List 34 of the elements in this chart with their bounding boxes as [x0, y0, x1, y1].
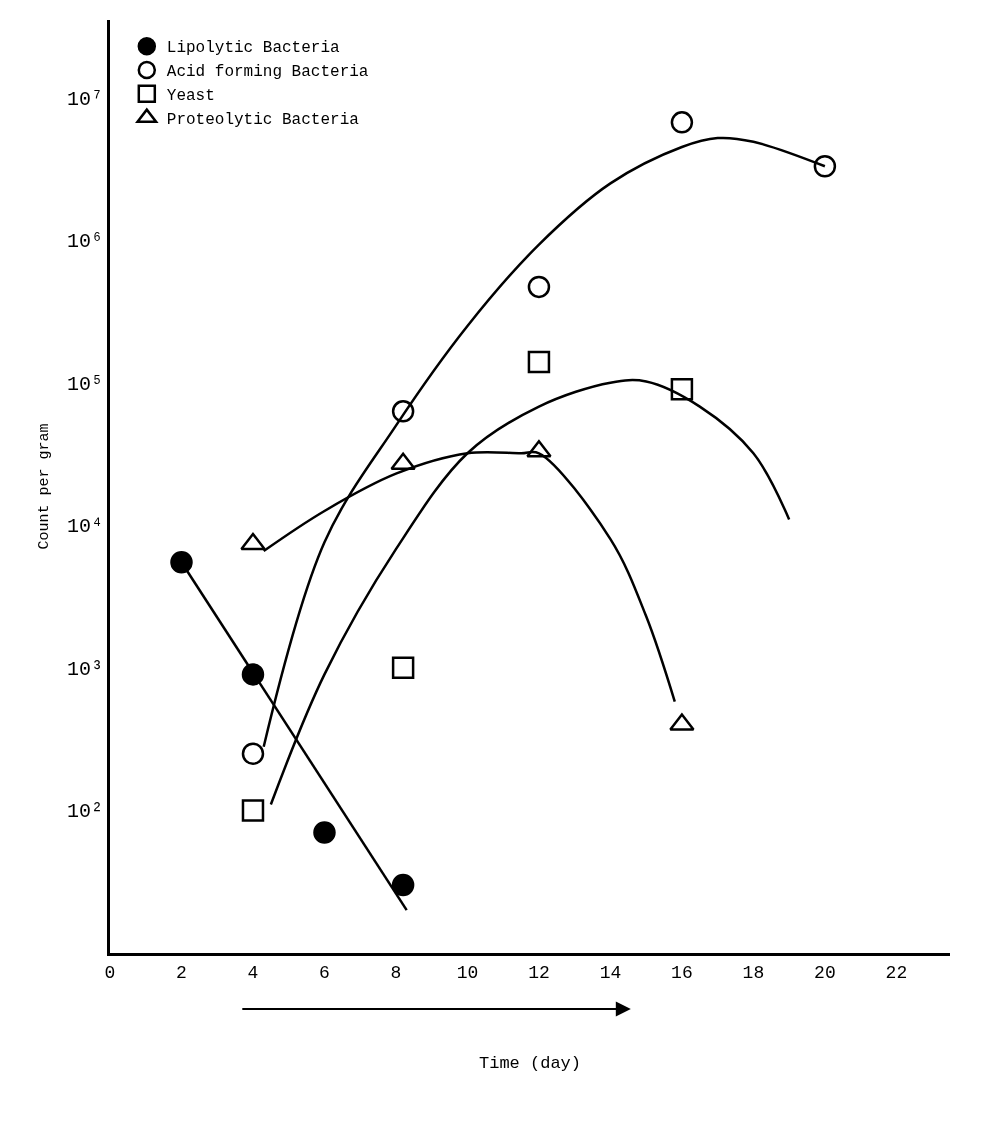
x-tick-label: 0: [104, 962, 116, 983]
point: [391, 656, 415, 680]
point: [241, 742, 265, 765]
legend-label: Proteolytic Bacteria: [166, 110, 360, 129]
x-tick-label: 6: [319, 962, 330, 983]
point: [391, 873, 415, 897]
y-tick-label: 10²: [66, 800, 103, 824]
x-tick-label: 14: [599, 962, 622, 983]
point: [527, 350, 551, 374]
y-tick-label: 10³: [66, 657, 103, 681]
point: [670, 111, 694, 134]
x-tick-label: 12: [528, 962, 550, 983]
point: [813, 154, 837, 178]
legend-label: Acid forming Bacteria: [166, 63, 369, 82]
y-tick-label: 10⁷: [66, 87, 103, 111]
x-axis-title: Time (day): [478, 1054, 582, 1073]
x-tick-label: 2: [176, 962, 187, 983]
x-tick-label: 10: [456, 962, 479, 983]
x-tick-label: 20: [814, 962, 836, 983]
x-tick-label: 22: [885, 962, 908, 983]
y-axis-title: Count per gram: [36, 423, 54, 550]
legend-label: Lipolytic Bacteria: [166, 39, 341, 58]
x-tick-label: 16: [671, 962, 693, 983]
y-tick-label: 10⁶: [66, 230, 103, 254]
x-tick-label: 4: [247, 962, 259, 983]
point: [170, 551, 193, 574]
point: [313, 821, 336, 844]
point: [241, 799, 265, 822]
y-tick-label: 10⁴: [66, 515, 103, 539]
legend-label: Yeast: [166, 87, 215, 106]
x-tick-label: 18: [742, 962, 765, 983]
x-tick-label: 8: [390, 962, 402, 983]
y-tick-label: 10⁵: [66, 372, 103, 396]
point: [527, 275, 551, 299]
